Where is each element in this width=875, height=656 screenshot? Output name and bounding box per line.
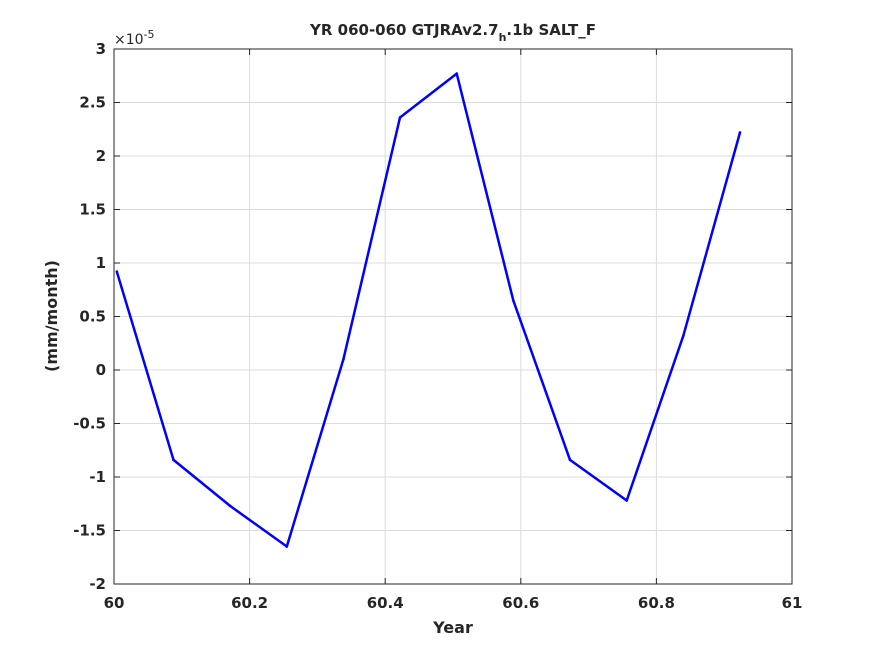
grid xyxy=(114,49,792,584)
y-exponent-label: ×10-5 xyxy=(114,28,155,48)
y-exponent-base: ×10 xyxy=(114,32,144,48)
y-exponent-power: -5 xyxy=(144,28,155,41)
data-point xyxy=(115,270,119,273)
axis-ticks: 60 60.2 60.4 60.6 60.8 61 -2 -1.5 -1 -0.5 0 0.5 1 1.5… xyxy=(73,40,802,612)
y-tick-label: 2 xyxy=(96,147,106,165)
data-point xyxy=(342,358,345,361)
y-tick-label: 2.5 xyxy=(79,94,106,112)
chart-title-subscript: h xyxy=(499,31,507,44)
x-tick-label: 60.4 xyxy=(367,594,404,612)
y-axis-label: (mm/month) xyxy=(42,260,61,372)
data-point xyxy=(398,116,402,119)
data-point xyxy=(228,504,232,508)
y-tick-label: 0 xyxy=(96,361,106,379)
y-tick-label: -0.5 xyxy=(73,415,106,433)
x-tick-label: 61 xyxy=(782,594,803,612)
series-line xyxy=(115,72,742,548)
x-tick-label: 60.2 xyxy=(231,594,268,612)
y-tick-label: 3 xyxy=(96,40,106,58)
x-tick-label: 60.6 xyxy=(502,594,539,612)
series-group xyxy=(115,72,742,548)
chart-title-suffix: .1b SALT_F xyxy=(506,21,596,39)
y-tick-label: 0.5 xyxy=(79,308,106,326)
data-point xyxy=(738,131,742,134)
y-tick-label: -1 xyxy=(89,468,106,486)
x-tick-label: 60 xyxy=(104,594,125,612)
x-tick-label: 60.8 xyxy=(638,594,675,612)
y-tick-label: -2 xyxy=(89,575,106,593)
chart-title-main: YR 060-060 GTJRAv2.7 xyxy=(309,21,499,39)
data-point xyxy=(625,499,629,502)
data-point xyxy=(172,458,175,462)
y-tick-label: 1 xyxy=(96,254,106,272)
data-point xyxy=(512,299,515,302)
data-point xyxy=(455,72,459,75)
data-point xyxy=(568,458,572,462)
x-axis-label: Year xyxy=(432,618,473,637)
chart-title: YR 060-060 GTJRAv2.7h.1b SALT_F xyxy=(309,21,596,44)
y-tick-label: 1.5 xyxy=(79,201,106,219)
data-point xyxy=(285,545,289,548)
data-point xyxy=(682,334,685,338)
y-tick-label: -1.5 xyxy=(73,522,106,540)
